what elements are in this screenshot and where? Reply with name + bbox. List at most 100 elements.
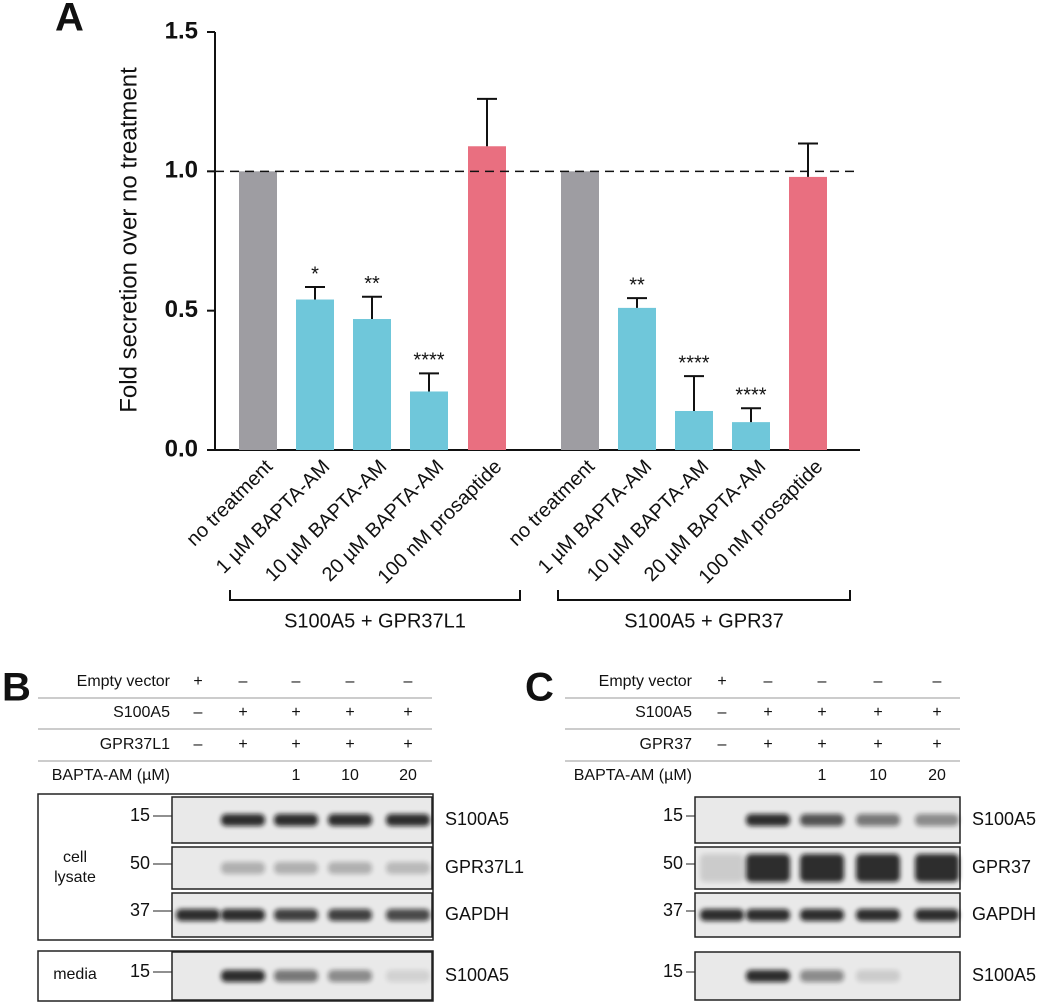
panel-letter: A xyxy=(55,0,84,40)
mw-label: 15 xyxy=(663,961,683,981)
lane-mark: 1 xyxy=(818,767,827,784)
section-label-line: lysate xyxy=(54,869,96,886)
significance-label: **** xyxy=(678,352,709,374)
y-tick-label: 0.0 xyxy=(165,435,198,462)
lane-mark: + xyxy=(345,736,354,753)
section-label: media xyxy=(53,966,97,983)
lane-mark: – xyxy=(239,673,248,690)
lane-mark: – xyxy=(874,673,883,690)
mw-label: 50 xyxy=(130,853,150,873)
media-frame xyxy=(37,950,434,1002)
panel-letter: B xyxy=(2,666,31,710)
mw-label: 15 xyxy=(130,805,150,825)
band xyxy=(915,854,959,882)
mw-label: 37 xyxy=(663,900,683,920)
lane-mark: – xyxy=(404,673,413,690)
panel-letter: C xyxy=(525,666,554,710)
band xyxy=(746,970,790,982)
band xyxy=(386,862,430,874)
bar xyxy=(561,171,599,451)
lane-mark: + xyxy=(817,736,826,753)
y-tick-label: 0.5 xyxy=(165,296,198,323)
y-tick-label: 1.5 xyxy=(165,17,198,44)
band xyxy=(746,909,790,921)
band xyxy=(856,814,900,826)
band xyxy=(856,909,900,921)
band xyxy=(915,909,959,921)
band xyxy=(386,909,430,921)
protein-label: GAPDH xyxy=(972,904,1036,924)
row-label: Empty vector xyxy=(77,673,171,690)
significance-label: ** xyxy=(364,273,380,295)
error-bar xyxy=(684,375,704,411)
band xyxy=(274,970,318,982)
lane-mark: – xyxy=(292,673,301,690)
group-bracket xyxy=(229,590,521,601)
band xyxy=(221,814,265,826)
lane-mark: + xyxy=(403,704,412,721)
bar xyxy=(675,410,713,450)
group-bracket xyxy=(557,590,851,601)
band xyxy=(856,854,900,882)
error-bar xyxy=(627,297,647,308)
protein-label: GAPDH xyxy=(445,904,509,924)
band xyxy=(746,854,790,882)
band xyxy=(800,814,844,826)
band xyxy=(221,862,265,874)
band xyxy=(700,854,744,882)
row-label: BAPTA-AM (µM) xyxy=(52,767,170,784)
lane-mark: + xyxy=(238,704,247,721)
row-label: GPR37L1 xyxy=(100,736,170,753)
significance-label: **** xyxy=(735,384,766,406)
mw-label: 50 xyxy=(663,853,683,873)
lane-mark: + xyxy=(238,736,247,753)
lane-mark: + xyxy=(291,736,300,753)
protein-label: S100A5 xyxy=(445,809,509,829)
protein-label: GPR37 xyxy=(972,857,1031,877)
lane-mark: – xyxy=(346,673,355,690)
group-label: S100A5 + GPR37L1 xyxy=(284,610,466,632)
group-label: S100A5 + GPR37 xyxy=(624,610,784,632)
error-bar xyxy=(741,407,761,423)
lane-mark: + xyxy=(403,736,412,753)
row-label: BAPTA-AM (µM) xyxy=(574,767,692,784)
row-label: S100A5 xyxy=(113,704,170,721)
bar xyxy=(732,422,770,450)
band xyxy=(176,909,220,921)
lane-mark: – xyxy=(764,673,773,690)
band xyxy=(800,854,844,882)
lane-mark: 20 xyxy=(928,767,946,784)
mw-label: 15 xyxy=(130,961,150,981)
significance-label: * xyxy=(311,263,319,285)
lane-mark: + xyxy=(932,704,941,721)
lane-mark: – xyxy=(194,736,203,753)
band xyxy=(328,814,372,826)
error-bar xyxy=(362,295,382,320)
band xyxy=(856,970,900,982)
band xyxy=(746,814,790,826)
lane-mark: – xyxy=(194,704,203,721)
lane-mark: + xyxy=(817,704,826,721)
error-bar xyxy=(477,97,497,147)
lane-mark: – xyxy=(718,736,727,753)
band xyxy=(700,909,744,921)
band xyxy=(328,862,372,874)
band xyxy=(386,970,430,982)
band xyxy=(221,909,265,921)
row-label: Empty vector xyxy=(599,673,693,690)
y-tick-label: 1.0 xyxy=(165,157,198,184)
band xyxy=(800,970,844,982)
lane-mark: 10 xyxy=(869,767,887,784)
protein-label: S100A5 xyxy=(972,809,1036,829)
section-label-line: cell xyxy=(63,849,87,866)
lane-mark: – xyxy=(933,673,942,690)
lane-mark: + xyxy=(717,673,726,690)
lane-mark: + xyxy=(193,673,202,690)
lane-mark: + xyxy=(873,736,882,753)
protein-label: S100A5 xyxy=(972,965,1036,985)
lysate-frame xyxy=(37,793,434,941)
lane-mark: – xyxy=(718,704,727,721)
significance-label: ** xyxy=(629,274,645,296)
